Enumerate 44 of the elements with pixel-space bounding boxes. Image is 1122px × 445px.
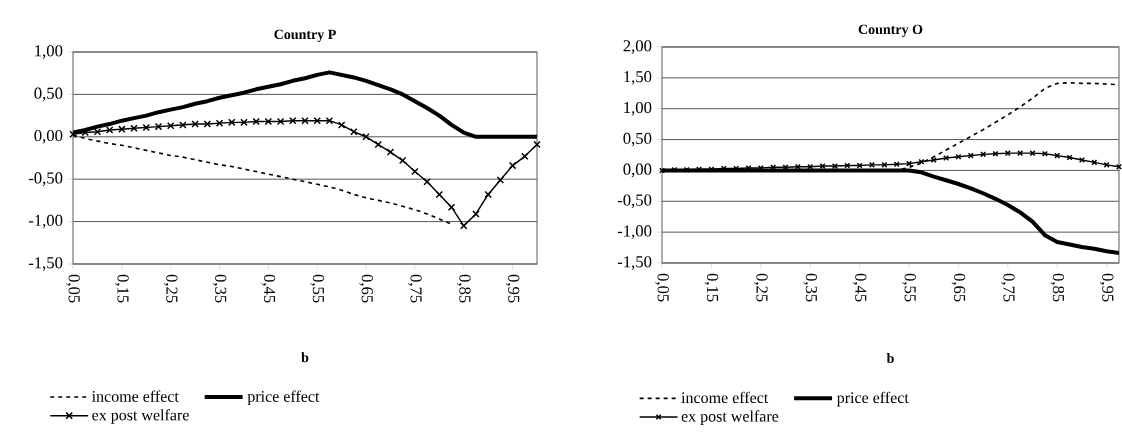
legend-label: ex post welfare [92, 409, 189, 424]
x-tick-label: 0,75 [1001, 273, 1015, 302]
y-tick-label: 1,50 [624, 71, 652, 85]
y-tick-label: -1,00 [617, 225, 652, 239]
chart-title: Country O [858, 24, 923, 37]
x-tick-label: 0,05 [66, 274, 80, 303]
legend-label: price effect [836, 391, 909, 407]
x-tick-label: 0,25 [163, 274, 178, 303]
x-tick-label: 0,65 [951, 273, 966, 302]
legend-label: income effect [681, 391, 769, 404]
x-tick-label: 0,25 [753, 273, 768, 302]
legend-label: income effect [91, 390, 179, 402]
legend-label: ex post welfare [681, 410, 779, 425]
x-tick-label: 0,45 [852, 273, 867, 302]
y-tick-label: -1,50 [617, 256, 652, 270]
y-tick-label: 2,00 [623, 40, 652, 54]
x-tick-label: 0,15 [704, 273, 719, 302]
x-tick-label: 0,15 [115, 274, 129, 303]
x-tick-label: 0,05 [655, 273, 669, 302]
y-tick-label: -0,50 [28, 172, 63, 187]
x-tick-label: 0,55 [310, 274, 325, 303]
x-tick-label: 0,45 [261, 274, 276, 303]
x-axis-title: b [301, 352, 309, 363]
x-tick-label: 0,35 [212, 274, 227, 303]
x-tick-label: 0,95 [1099, 273, 1114, 302]
y-tick-label: -1,50 [28, 257, 63, 271]
x-tick-label: 0,85 [456, 274, 471, 303]
y-tick-label: -1,00 [28, 214, 63, 229]
x-tick-label: 0,85 [1050, 273, 1065, 302]
y-tick-label: 0,50 [623, 132, 652, 147]
chart-title: Country P [274, 29, 336, 42]
y-tick-label: 1,00 [35, 45, 63, 59]
x-tick-label: 0,65 [359, 274, 373, 303]
y-tick-label: 0,00 [34, 129, 63, 144]
y-tick-label: 0,50 [34, 87, 63, 102]
x-tick-label: 0,95 [505, 274, 520, 303]
y-tick-label: 0,00 [623, 163, 652, 178]
y-tick-label: -0,50 [617, 194, 652, 209]
x-tick-label: 0,55 [902, 273, 916, 302]
x-tick-label: 0,35 [803, 273, 818, 302]
y-tick-label: 1,00 [624, 101, 652, 116]
x-tick-label: 0,75 [408, 274, 422, 303]
legend-label: price effect [247, 390, 320, 406]
x-axis-title: b [886, 353, 894, 363]
